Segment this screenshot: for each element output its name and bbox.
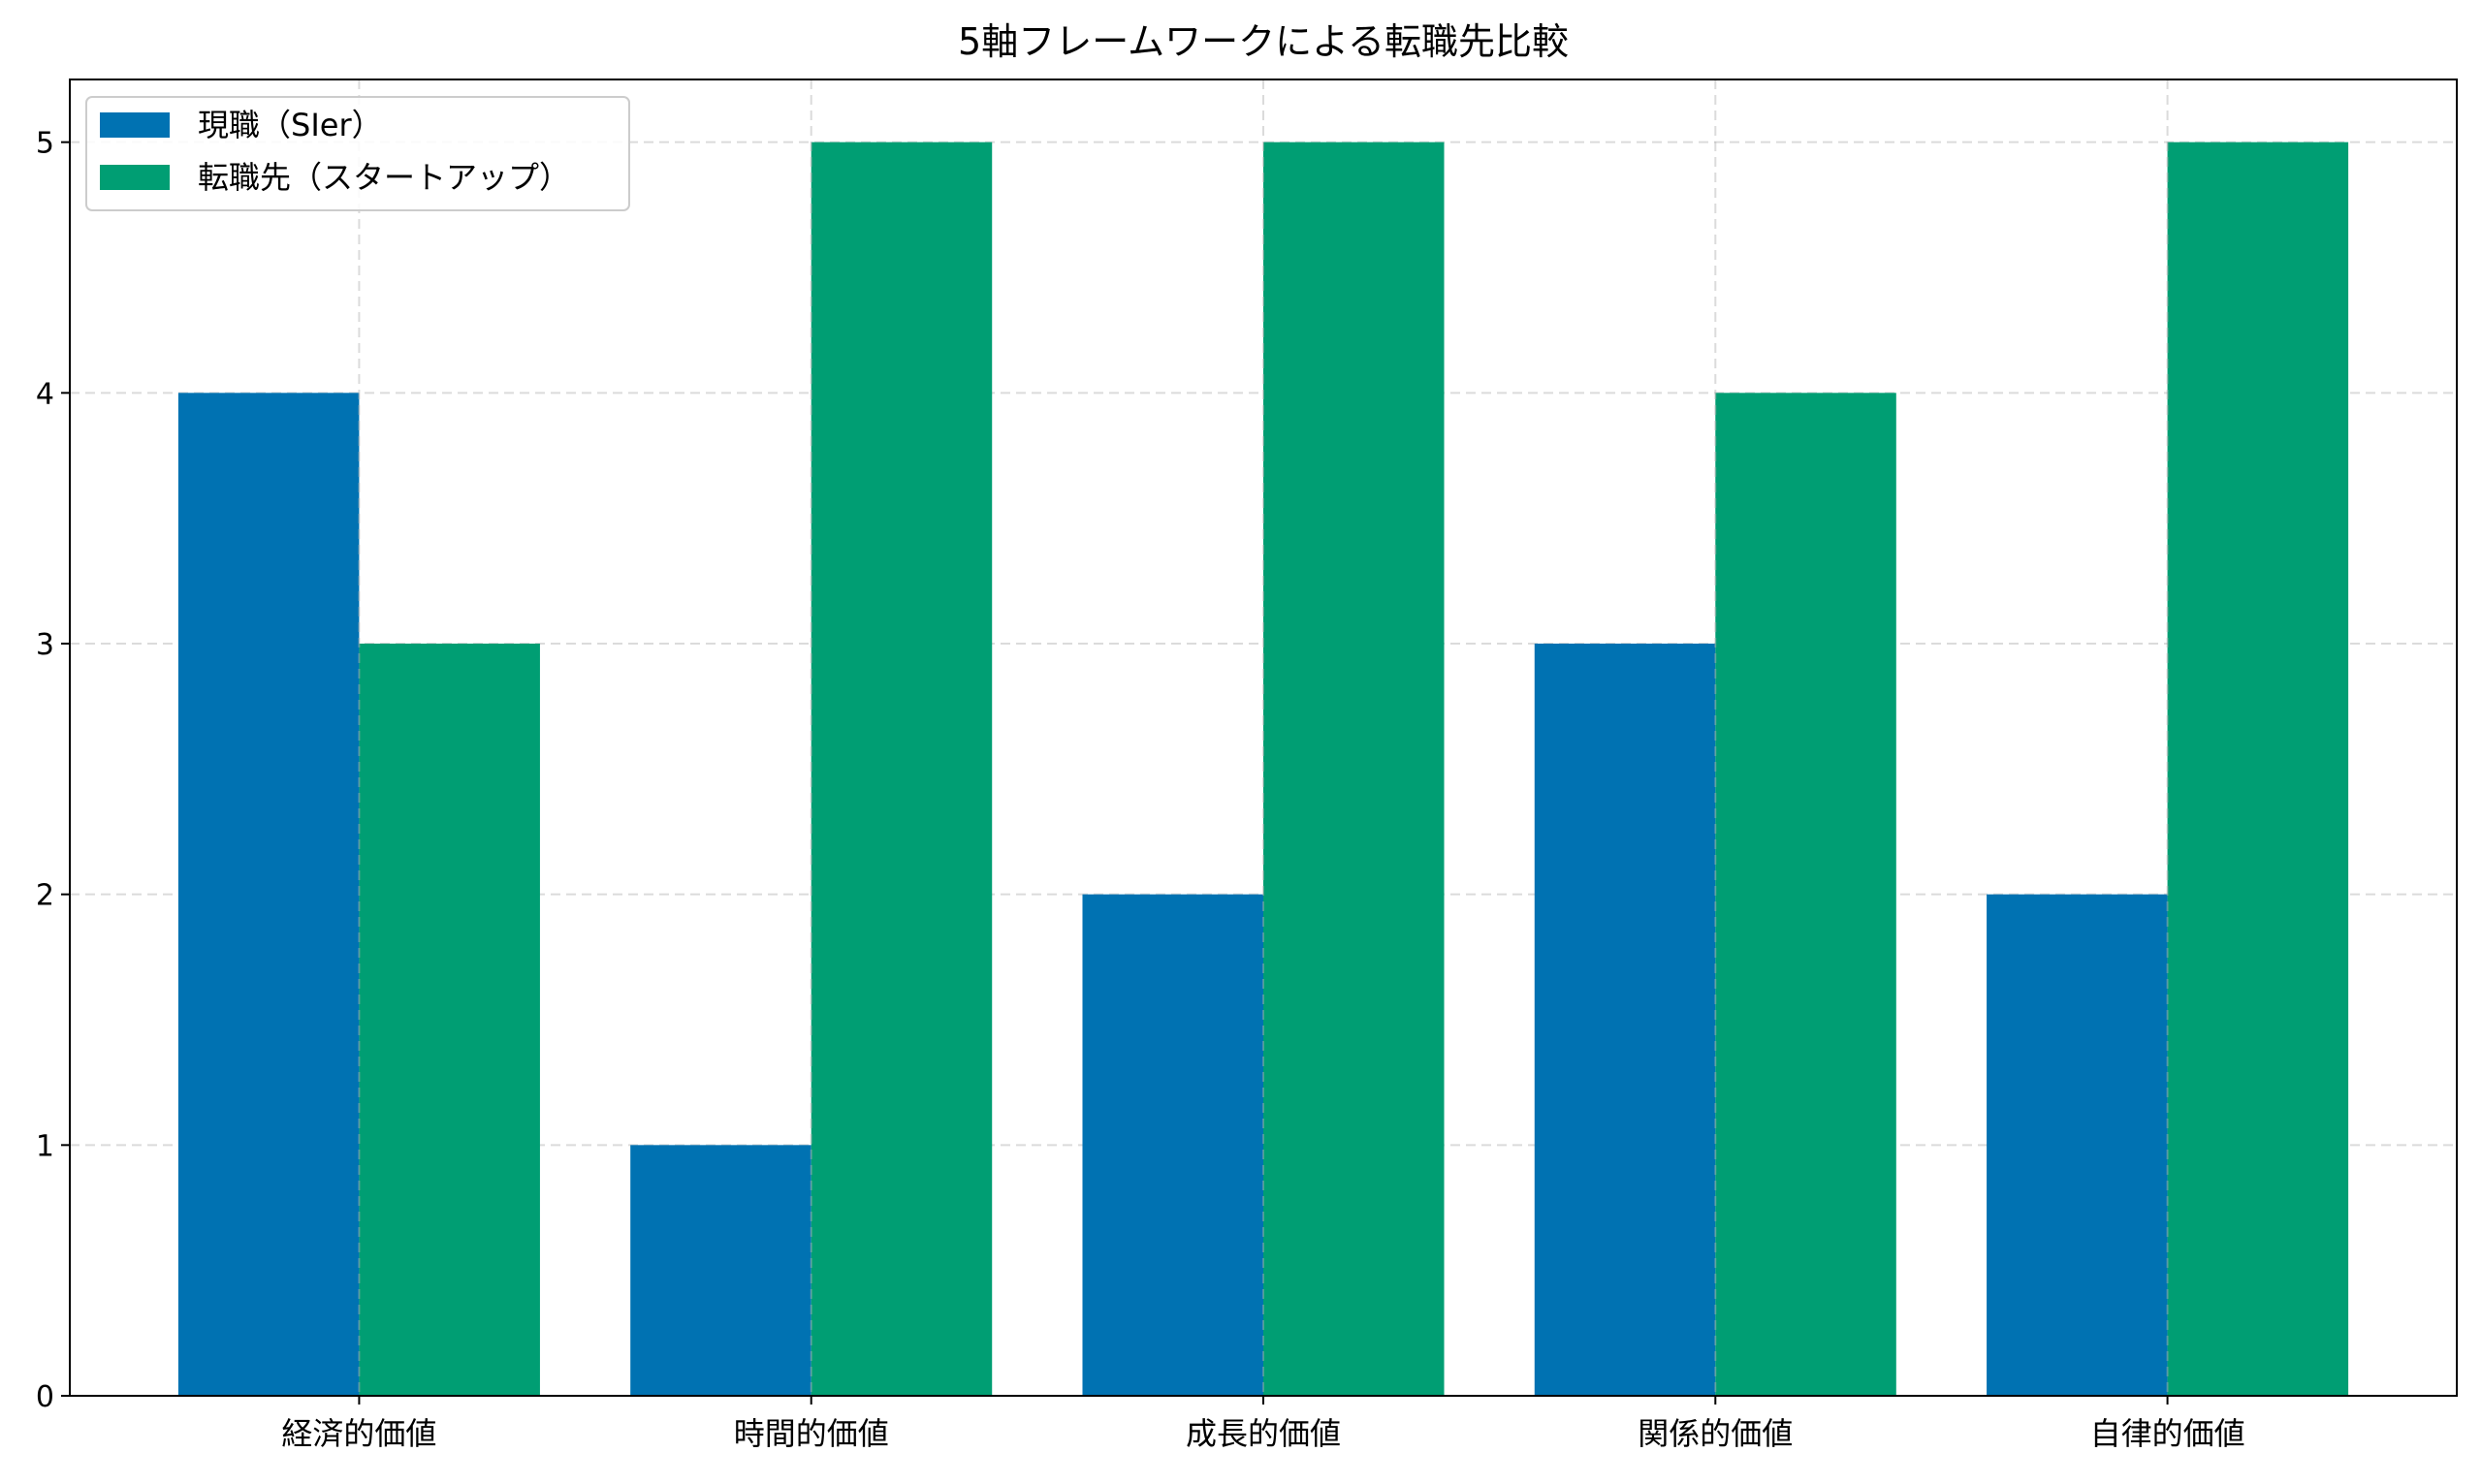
bar-new (2167, 142, 2349, 1397)
x-tick-label: 自律的価値 (2090, 1415, 2245, 1452)
chart-title: 5軸フレームワークによる転職先比較 (958, 20, 1569, 63)
x-tick-label: 経済的価値 (281, 1415, 436, 1452)
bars (177, 142, 2349, 1397)
bar-new (1263, 142, 1445, 1397)
legend: 現職（SIer） 転職先（スタートアップ） (85, 96, 630, 211)
legend-swatch (100, 112, 170, 138)
bar-current (1534, 644, 1716, 1396)
y-tick-label: 1 (36, 1129, 54, 1163)
y-tick-label: 0 (36, 1380, 54, 1414)
x-tick-label: 関係的価値 (1638, 1415, 1793, 1452)
y-tick-label: 5 (36, 127, 54, 161)
x-tick-label: 成長的価値 (1186, 1415, 1341, 1452)
bar-current (177, 393, 360, 1396)
bar-current (630, 1145, 811, 1396)
bar-current (1987, 894, 2168, 1396)
x-axis: 経済的価値 時間的価値 成長的価値 関係的価値 自律的価値 (281, 1396, 2245, 1452)
legend-swatch (100, 165, 170, 190)
y-tick-label: 4 (36, 377, 54, 411)
grid-vertical (358, 79, 2169, 1396)
bar-new (1715, 393, 1896, 1396)
bar-new (811, 142, 993, 1397)
legend-box (85, 96, 630, 211)
bar-current (1082, 894, 1263, 1396)
y-tick-label: 2 (36, 879, 54, 913)
legend-label: 転職先（スタートアップ） (198, 159, 570, 196)
y-tick-label: 3 (36, 628, 54, 662)
legend-label: 現職（SIer） (198, 107, 383, 143)
y-axis: 0 1 2 3 4 5 (36, 127, 70, 1414)
x-tick-label: 時間的価値 (734, 1415, 889, 1452)
bar-new (359, 644, 540, 1396)
